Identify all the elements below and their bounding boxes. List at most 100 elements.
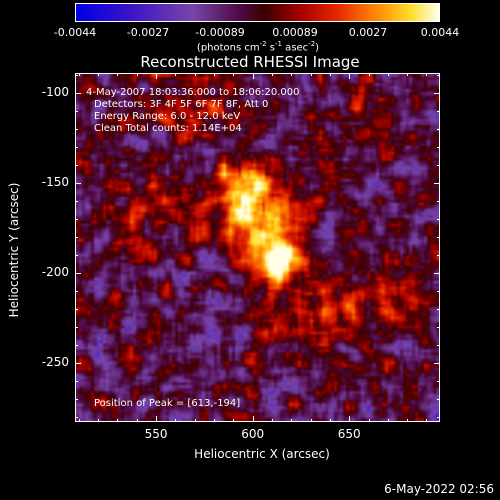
colorbar-tick-label: 0.0027 — [348, 26, 388, 39]
axis-tick — [75, 92, 81, 94]
axis-tick — [78, 419, 80, 422]
y-tick-label: -150 — [41, 174, 69, 189]
axis-tick — [75, 416, 78, 418]
axis-tick — [136, 419, 138, 422]
axis-tick — [156, 416, 158, 422]
clean-counts-label: Clean Total counts: 1.14E+04 — [94, 123, 242, 134]
axis-tick — [437, 110, 440, 112]
time-range-label: 4-May-2007 18:03:36.000 to 18:06:20.000 — [86, 87, 300, 98]
axis-tick — [117, 419, 119, 422]
colorbar — [75, 3, 440, 22]
axis-tick — [252, 73, 254, 79]
axis-tick — [75, 128, 78, 130]
axis-tick — [437, 308, 440, 310]
y-tick-label: -100 — [41, 84, 69, 99]
heatmap-plot-area: 4-May-2007 18:03:36.000 to 18:06:20.000 … — [75, 73, 440, 422]
axis-tick — [98, 73, 100, 76]
axis-tick — [117, 73, 119, 76]
axis-tick — [75, 272, 81, 274]
axis-tick — [75, 308, 78, 310]
y-tick-label: -250 — [41, 354, 69, 369]
axis-tick — [437, 218, 440, 220]
axis-tick — [75, 380, 78, 382]
y-axis-label: Heliocentric Y (arcsec) — [7, 182, 21, 318]
axis-tick — [368, 419, 370, 422]
axis-tick — [310, 419, 312, 422]
axis-tick — [437, 236, 440, 238]
axis-tick — [75, 362, 81, 364]
axis-tick — [437, 344, 440, 346]
axis-tick — [437, 164, 440, 166]
colorbar-unit-label: (photons cm-2 s-1 asec-2) — [196, 40, 320, 54]
axis-tick — [75, 182, 81, 184]
axis-tick — [75, 74, 78, 76]
axis-tick — [75, 146, 78, 148]
axis-tick — [407, 73, 409, 76]
axis-tick — [310, 73, 312, 76]
colorbar-tick-label: -0.0027 — [126, 26, 170, 39]
axis-tick — [437, 326, 440, 328]
colorbar-tick-label: -0.00089 — [195, 26, 245, 39]
axis-tick — [75, 398, 78, 400]
axis-tick — [387, 419, 389, 422]
axis-tick — [437, 254, 440, 256]
axis-tick — [368, 73, 370, 76]
colorbar-tick-label: -0.0044 — [53, 26, 97, 39]
axis-tick — [329, 73, 331, 76]
axis-tick — [349, 416, 351, 422]
axis-tick — [407, 419, 409, 422]
axis-tick — [75, 290, 78, 292]
axis-tick — [434, 92, 440, 94]
axis-tick — [291, 419, 293, 422]
axis-tick — [349, 73, 351, 79]
energy-range-label: Energy Range: 6.0 - 12.0 keV — [94, 111, 241, 122]
axis-tick — [175, 419, 177, 422]
axis-tick — [75, 218, 78, 220]
heatmap-image — [76, 74, 439, 421]
x-tick-label: 600 — [241, 427, 265, 441]
axis-tick — [426, 73, 428, 76]
axis-tick — [75, 254, 78, 256]
axis-tick — [75, 200, 78, 202]
peak-position-label: Position of Peak = [613,-194] — [94, 398, 241, 409]
axis-tick — [78, 73, 80, 76]
axis-tick — [329, 419, 331, 422]
axis-tick — [233, 419, 235, 422]
axis-tick — [156, 73, 158, 79]
axis-tick — [175, 73, 177, 76]
x-tick-label: 650 — [337, 427, 361, 441]
axis-tick — [434, 272, 440, 274]
axis-tick — [75, 164, 78, 166]
axis-tick — [271, 73, 273, 76]
axis-tick — [194, 419, 196, 422]
x-axis-label: Heliocentric X (arcsec) — [194, 447, 330, 461]
axis-tick — [437, 290, 440, 292]
axis-tick — [437, 128, 440, 130]
axis-tick — [291, 73, 293, 76]
axis-tick — [437, 74, 440, 76]
axis-tick — [194, 73, 196, 76]
axis-tick — [426, 419, 428, 422]
axis-tick — [434, 362, 440, 364]
colorbar-tick-label: 0.00089 — [272, 26, 318, 39]
axis-tick — [214, 419, 216, 422]
axis-tick — [437, 380, 440, 382]
axis-tick — [437, 398, 440, 400]
axis-tick — [437, 146, 440, 148]
axis-tick — [136, 73, 138, 76]
axis-tick — [434, 182, 440, 184]
axis-tick — [75, 236, 78, 238]
axis-tick — [252, 416, 254, 422]
detectors-label: Detectors: 3F 4F 5F 6F 7F 8F, Att 0 — [94, 99, 269, 110]
axis-tick — [387, 73, 389, 76]
axis-tick — [214, 73, 216, 76]
axis-tick — [233, 73, 235, 76]
plot-timestamp: 6-May-2022 02:56 — [384, 482, 494, 496]
axis-tick — [75, 326, 78, 328]
chart-title: Reconstructed RHESSI Image — [140, 53, 360, 71]
axis-tick — [437, 200, 440, 202]
axis-tick — [271, 419, 273, 422]
colorbar-tick-label: 0.0044 — [420, 26, 460, 39]
axis-tick — [75, 344, 78, 346]
